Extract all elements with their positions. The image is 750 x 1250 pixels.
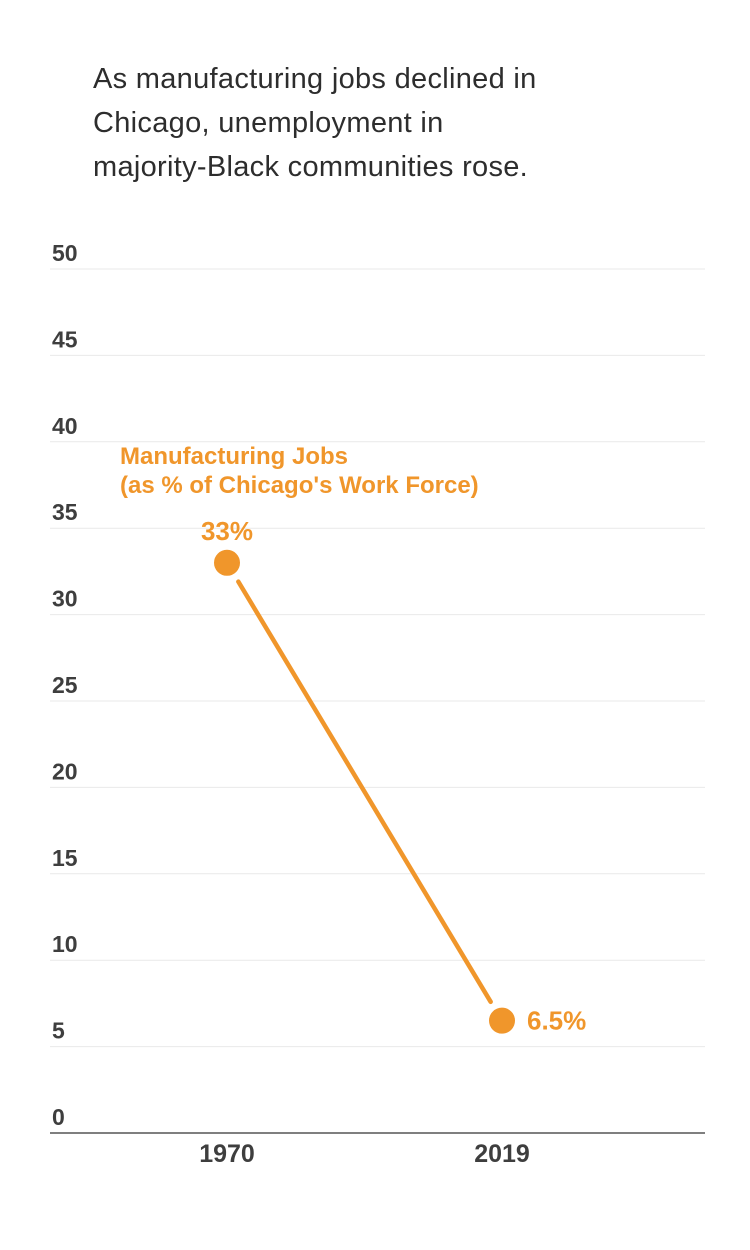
chart-title: As manufacturing jobs declined in Chicag… <box>93 57 537 189</box>
y-tick-label: 10 <box>52 931 78 957</box>
series-line <box>236 579 493 1005</box>
y-tick-label: 45 <box>52 326 78 352</box>
y-tick-label: 25 <box>52 672 78 698</box>
y-tick-label: 30 <box>52 586 78 612</box>
chart-title-line-1: As manufacturing jobs declined in <box>93 63 537 95</box>
y-tick-label: 35 <box>52 499 78 525</box>
x-tick-label: 1970 <box>199 1140 255 1168</box>
series-annotation-label: Manufacturing Jobs <box>120 443 348 470</box>
chart-title-line-2: Chicago, unemployment in <box>93 107 444 139</box>
x-tick-label: 2019 <box>474 1140 530 1168</box>
point-value-label: 33% <box>201 516 253 546</box>
point-value-label: 6.5% <box>527 1006 586 1036</box>
y-tick-label: 40 <box>52 413 78 439</box>
data-point-2019 <box>486 1004 518 1037</box>
y-tick-label: 20 <box>52 758 78 784</box>
y-tick-label: 50 <box>52 240 78 266</box>
series-annotation-label: (as % of Chicago's Work Force) <box>120 472 479 499</box>
data-point-1970 <box>211 546 243 579</box>
y-tick-label: 15 <box>52 845 78 871</box>
y-tick-label: 5 <box>52 1018 65 1044</box>
y-tick-label: 0 <box>52 1104 65 1130</box>
chart-title-line-3: majority-Black communities rose. <box>93 151 529 183</box>
